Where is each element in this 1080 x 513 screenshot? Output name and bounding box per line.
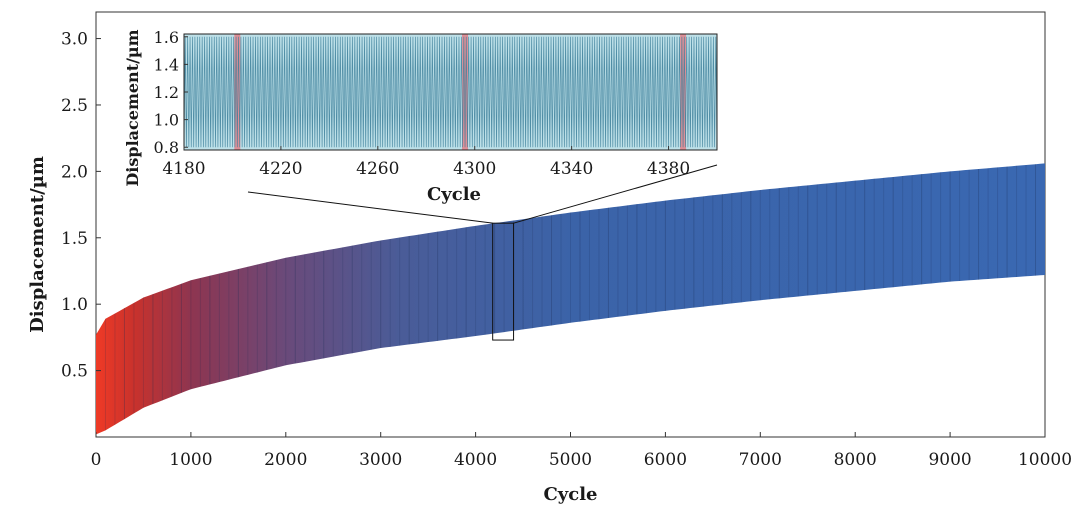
y-tick-label: 1.0 xyxy=(61,295,88,315)
x-tick-label: 2000 xyxy=(264,450,307,470)
inset-highlight-band xyxy=(680,34,687,150)
y-tick-label: 2.0 xyxy=(61,162,88,182)
inset-x-tick-label: 4340 xyxy=(550,159,593,179)
zoom-connector-left xyxy=(247,191,493,224)
displacement-envelope-area xyxy=(96,163,1045,435)
main-y-axis-title: Displacement/µm xyxy=(27,156,48,333)
inset-y-tick-label: 1.2 xyxy=(154,83,179,102)
x-tick-label: 10000 xyxy=(1018,450,1072,470)
inset-y-axis-title: Displacement/µm xyxy=(123,29,142,186)
inset-displacement-line xyxy=(184,36,717,148)
x-tick-label: 8000 xyxy=(834,450,877,470)
inset-x-tick-label: 4380 xyxy=(647,159,690,179)
x-tick-label: 1000 xyxy=(169,450,212,470)
inset-oscillation-lines xyxy=(184,34,717,150)
inset-y-axis: 0.8 1.0 1.2 1.4 1.6 xyxy=(154,28,188,157)
x-tick-label: 3000 xyxy=(359,450,402,470)
inset-y-tick-label: 1.0 xyxy=(154,111,179,130)
inset-x-axis-title: Cycle xyxy=(427,184,481,205)
inset-y-tick-label: 1.4 xyxy=(154,55,179,74)
main-y-axis: 0.5 1.0 1.5 2.0 2.5 3.0 xyxy=(61,30,101,382)
main-x-axis: 0 1000 2000 3000 4000 5000 6000 7000 8000 9000 100… xyxy=(91,432,1072,470)
inset-y-tick-label: 1.6 xyxy=(154,28,179,47)
x-tick-label: 7000 xyxy=(739,450,782,470)
zoom-connector-right xyxy=(513,164,718,224)
y-tick-label: 2.5 xyxy=(61,96,88,116)
x-tick-label: 6000 xyxy=(644,450,687,470)
inset-x-tick-label: 4300 xyxy=(453,159,496,179)
y-tick-label: 1.5 xyxy=(61,229,88,249)
inset-chart: 4180 4220 4260 4300 4340 4380 0.8 1.0 1.2 1.4 1.6… xyxy=(123,28,718,205)
y-tick-label: 3.0 xyxy=(61,30,88,50)
inset-highlight-band xyxy=(462,34,469,150)
x-tick-label: 4000 xyxy=(454,450,497,470)
inset-highlight-band xyxy=(234,34,241,150)
x-tick-label: 9000 xyxy=(928,450,971,470)
inset-x-axis: 4180 4220 4260 4300 4340 4380 xyxy=(162,146,690,179)
inset-y-tick-label: 0.8 xyxy=(154,138,179,157)
x-tick-label: 5000 xyxy=(549,450,592,470)
zoom-region-box xyxy=(492,222,515,341)
inset-x-tick-label: 4260 xyxy=(356,159,399,179)
inset-x-tick-label: 4220 xyxy=(259,159,302,179)
x-tick-label: 0 xyxy=(91,450,102,470)
y-tick-label: 0.5 xyxy=(61,362,88,382)
main-x-axis-title: Cycle xyxy=(543,484,597,505)
inset-x-tick-label: 4180 xyxy=(162,159,205,179)
